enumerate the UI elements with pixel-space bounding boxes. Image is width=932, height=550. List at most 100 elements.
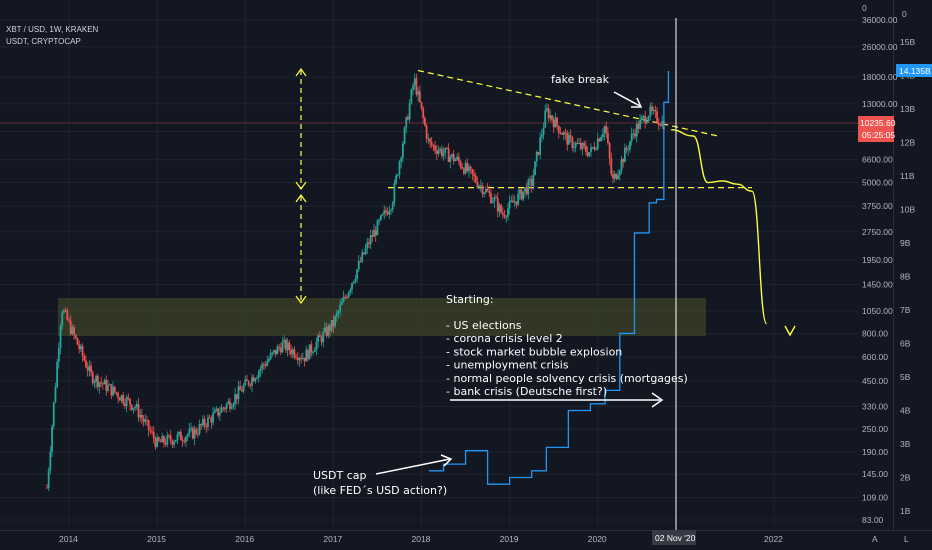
candle-body bbox=[286, 342, 289, 351]
candle-body bbox=[81, 346, 84, 356]
time-axis-ticks: 2014 2015 2016 2017 2018 2019 2020 2022 bbox=[59, 534, 783, 544]
candle-body bbox=[291, 349, 294, 355]
candle-body bbox=[554, 117, 557, 128]
candle-body bbox=[190, 427, 192, 429]
candle-body bbox=[339, 304, 342, 312]
symbol-title: XBT / USD, 1W, KRAKEN bbox=[6, 25, 99, 34]
candle-body bbox=[498, 204, 501, 212]
candle-body bbox=[471, 169, 474, 175]
candle-body bbox=[63, 310, 65, 313]
candle-body bbox=[332, 319, 335, 327]
candle-body bbox=[225, 403, 228, 409]
candle-body bbox=[344, 296, 347, 298]
candle-body bbox=[557, 125, 560, 133]
candle-body bbox=[596, 138, 599, 149]
candle-body bbox=[268, 358, 270, 362]
candle-body bbox=[549, 115, 552, 119]
candle-body bbox=[262, 364, 265, 366]
candle-body bbox=[57, 348, 60, 362]
candle-body bbox=[359, 261, 362, 263]
candle-body bbox=[645, 121, 648, 124]
time-axis[interactable] bbox=[0, 530, 932, 550]
candle-body bbox=[386, 212, 389, 215]
candle-body bbox=[532, 175, 535, 186]
candle-body bbox=[210, 417, 213, 423]
candle-body bbox=[374, 230, 377, 236]
height-measure-arrows bbox=[295, 67, 307, 305]
cap-tick-label: 4B bbox=[900, 406, 911, 416]
starting-list-item: - unemployment crisis bbox=[446, 359, 569, 372]
candle-body bbox=[56, 361, 59, 388]
candle-body bbox=[46, 487, 48, 489]
candle-body bbox=[408, 103, 411, 120]
candle-body bbox=[607, 133, 609, 144]
auto-scale-toggle[interactable]: A bbox=[872, 534, 878, 544]
candle-body bbox=[562, 132, 565, 135]
candle-body bbox=[110, 384, 113, 396]
candle-body bbox=[193, 429, 196, 439]
candle-body bbox=[327, 325, 330, 336]
candle-body bbox=[176, 434, 179, 441]
candle-body bbox=[164, 443, 167, 445]
candle-body bbox=[442, 152, 445, 156]
candle-body bbox=[107, 385, 109, 391]
price-tick-label: 250.00 bbox=[862, 424, 888, 434]
usdt-cap-sublabel: (like FED´s USD action?) bbox=[313, 484, 447, 497]
candle-body bbox=[405, 117, 408, 128]
candle-body bbox=[569, 135, 572, 138]
cap-tick-label: 1B bbox=[900, 506, 911, 516]
candle-body bbox=[425, 125, 428, 139]
candle-body bbox=[242, 385, 245, 392]
candle-body bbox=[191, 427, 194, 439]
candle-body bbox=[625, 147, 628, 150]
price-tick-label: 83.00 bbox=[862, 515, 884, 525]
candle-body bbox=[86, 367, 89, 371]
candle-body bbox=[634, 133, 636, 137]
usdt-cap-line[interactable] bbox=[428, 70, 670, 485]
candle-body bbox=[261, 364, 264, 369]
price-axis[interactable] bbox=[858, 0, 894, 530]
candle-body bbox=[546, 108, 548, 111]
price-tick-label: 600.00 bbox=[862, 352, 888, 362]
candle-body bbox=[439, 148, 442, 151]
candle-body bbox=[364, 248, 367, 255]
candle-body bbox=[185, 437, 187, 442]
candle-body bbox=[183, 441, 186, 443]
price-candles[interactable] bbox=[46, 73, 665, 492]
candle-body bbox=[556, 117, 558, 126]
candle-body bbox=[173, 441, 175, 445]
candle-body bbox=[593, 147, 596, 150]
candle-body bbox=[491, 201, 494, 204]
candle-body bbox=[95, 375, 98, 382]
candle-body bbox=[273, 349, 275, 353]
candle-body bbox=[622, 159, 625, 163]
candle-body bbox=[78, 344, 81, 350]
candle-body bbox=[334, 316, 336, 327]
candle-body bbox=[564, 132, 567, 134]
candle-body bbox=[486, 189, 489, 192]
candle-body bbox=[366, 242, 369, 249]
candle-body bbox=[432, 145, 435, 147]
candle-body bbox=[171, 440, 174, 445]
candle-body bbox=[181, 440, 184, 442]
candle-body bbox=[76, 338, 79, 345]
candle-body bbox=[588, 152, 591, 156]
candle-body bbox=[481, 185, 484, 195]
cap-tick-label: 9B bbox=[900, 238, 911, 248]
candle-body bbox=[300, 357, 303, 359]
trend-lines bbox=[388, 69, 752, 189]
log-scale-toggle[interactable]: L bbox=[904, 534, 909, 544]
cap-axis[interactable] bbox=[894, 0, 932, 530]
candle-body bbox=[161, 436, 164, 443]
candle-body bbox=[590, 147, 592, 153]
candle-body bbox=[213, 410, 216, 414]
candle-body bbox=[337, 311, 340, 314]
candle-body bbox=[88, 365, 91, 371]
countdown-text: 05:25:05 bbox=[862, 130, 895, 140]
candle-body bbox=[510, 200, 513, 202]
candle-body bbox=[427, 138, 430, 140]
candle-body bbox=[566, 132, 569, 145]
candle-body bbox=[257, 371, 260, 378]
candle-body bbox=[205, 425, 208, 428]
